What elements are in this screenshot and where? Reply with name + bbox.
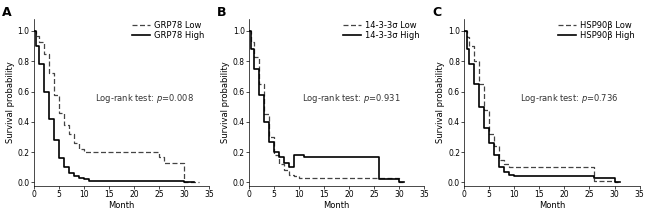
Text: Log-rank test: $p$=0.736: Log-rank test: $p$=0.736 (520, 92, 619, 105)
Legend: GRP78 Low, GRP78 High: GRP78 Low, GRP78 High (131, 20, 205, 41)
X-axis label: Month: Month (108, 202, 135, 210)
Legend: 14-3-3σ Low, 14-3-3σ High: 14-3-3σ Low, 14-3-3σ High (342, 20, 420, 41)
X-axis label: Month: Month (539, 202, 565, 210)
Y-axis label: Survival probability: Survival probability (6, 61, 14, 143)
Y-axis label: Survival probability: Survival probability (436, 61, 445, 143)
Text: A: A (2, 6, 12, 19)
Text: C: C (433, 6, 442, 19)
Text: Log-rank test: $p$=0.008: Log-rank test: $p$=0.008 (95, 92, 194, 105)
Legend: HSP90β Low, HSP90β High: HSP90β Low, HSP90β High (557, 20, 636, 41)
Text: B: B (217, 6, 227, 19)
Y-axis label: Survival probability: Survival probability (221, 61, 230, 143)
X-axis label: Month: Month (324, 202, 350, 210)
Text: Log-rank test: $p$=0.931: Log-rank test: $p$=0.931 (302, 92, 400, 105)
